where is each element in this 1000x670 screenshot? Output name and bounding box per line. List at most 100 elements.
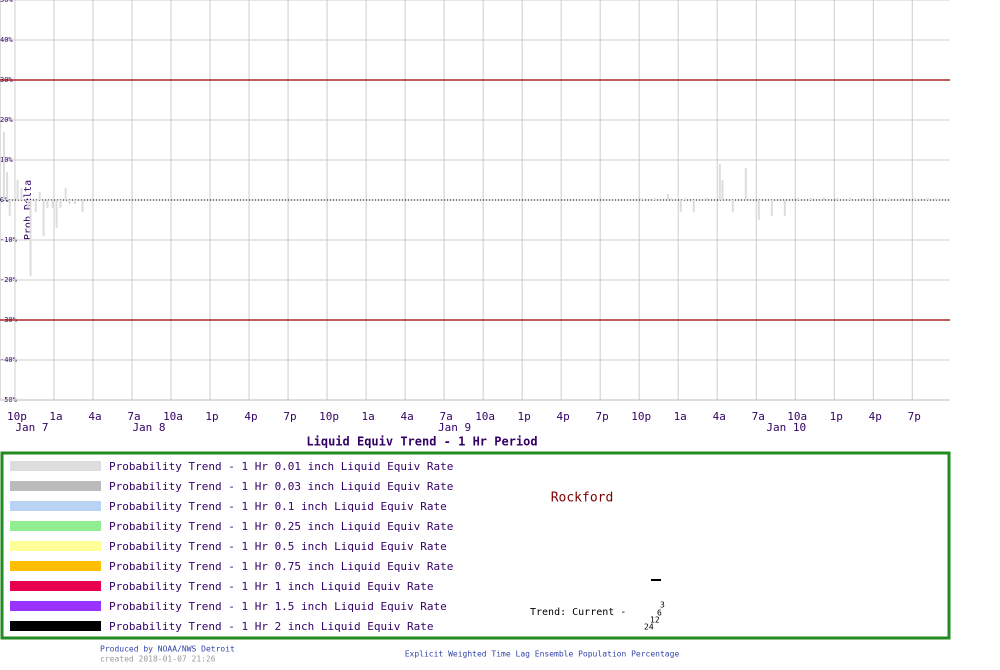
legend-label: Probability Trend - 1 Hr 0.5 inch Liquid… — [109, 540, 447, 553]
legend-swatch — [10, 541, 101, 551]
bar — [2, 132, 5, 200]
x-tick-label: 1p — [830, 410, 843, 423]
x-tick-label: 4a — [88, 410, 101, 423]
x-tick-label: 10p — [7, 410, 27, 423]
legend-swatch — [10, 521, 101, 531]
x-tick-label: 4p — [557, 410, 570, 423]
bar — [59, 200, 62, 208]
x-tick-label: 1p — [518, 410, 531, 423]
day-label: Jan 7 — [15, 421, 48, 434]
x-tick-label: 4p — [244, 410, 257, 423]
bar — [670, 198, 673, 200]
x-tick-label: 4a — [713, 410, 726, 423]
bar — [46, 200, 49, 208]
legend-label: Probability Trend - 1 Hr 0.03 inch Liqui… — [109, 480, 453, 493]
x-tick-label: 10a — [163, 410, 183, 423]
bar — [874, 198, 877, 200]
bar — [34, 200, 37, 212]
bar — [38, 192, 41, 200]
legend-label: Probability Trend - 1 Hr 2 inch Liquid E… — [109, 620, 434, 633]
day-label: Jan 10 — [766, 421, 806, 434]
bar — [835, 198, 838, 200]
bar — [653, 198, 656, 200]
bar — [848, 198, 851, 200]
x-tick-label: 1a — [674, 410, 687, 423]
y-tick-label: -10% — [0, 236, 18, 244]
bar — [721, 180, 724, 200]
legend-label: Probability Trend - 1 Hr 0.1 inch Liquid… — [109, 500, 447, 513]
legend-swatch — [10, 601, 101, 611]
bar — [934, 198, 937, 200]
y-tick-label: 50% — [0, 0, 13, 4]
bar — [55, 200, 58, 228]
bar — [64, 188, 67, 200]
legend-swatch — [10, 581, 101, 591]
x-tick-label: 1a — [49, 410, 62, 423]
bar — [16, 180, 19, 200]
legend-swatch — [10, 461, 101, 471]
trend-label: Trend: Current - — [530, 607, 626, 618]
bar — [705, 198, 708, 200]
bar — [913, 198, 916, 200]
y-tick-label: 40% — [0, 36, 13, 44]
bar — [757, 200, 760, 220]
trend-hour: 24 — [644, 623, 654, 632]
bar — [73, 200, 76, 204]
legend-swatch — [10, 561, 101, 571]
x-tick-label: 10p — [319, 410, 339, 423]
bar — [679, 200, 682, 212]
bar — [666, 194, 669, 200]
trend-hour: 3 — [660, 601, 665, 610]
bar — [796, 198, 799, 200]
x-tick-label: 4p — [869, 410, 882, 423]
bar — [81, 200, 84, 212]
x-tick-label: 7a — [127, 410, 140, 423]
bar — [8, 200, 11, 216]
dots — [651, 579, 661, 581]
bar — [51, 200, 54, 208]
bar — [900, 198, 903, 200]
x-tick-label: 7a — [752, 410, 765, 423]
legend-swatch — [10, 481, 101, 491]
bar — [770, 200, 773, 216]
x-tick-label: 7p — [596, 410, 609, 423]
legend-swatch — [10, 621, 101, 631]
legend-label: Probability Trend - 1 Hr 0.75 inch Liqui… — [109, 560, 453, 573]
legend-label: Probability Trend - 1 Hr 0.25 inch Liqui… — [109, 520, 453, 533]
bar — [29, 200, 32, 276]
y-axis-label: Prob Delta — [23, 180, 34, 240]
x-tick-label: 1a — [361, 410, 374, 423]
bar — [731, 200, 734, 212]
bar — [887, 198, 890, 200]
x-tick-label: 10a — [787, 410, 807, 423]
bar — [26, 200, 29, 208]
bar — [718, 164, 721, 200]
legend-swatch — [10, 501, 101, 511]
footer-created: created 2018-01-07 21:26 — [100, 655, 216, 664]
y-tick-label: -20% — [0, 276, 18, 284]
bar — [926, 198, 929, 200]
footer-caption: Explicit Weighted Time Lag Ensemble Popu… — [405, 650, 680, 659]
bar — [683, 198, 686, 200]
x-tick-label: 7a — [439, 410, 452, 423]
bar — [861, 198, 864, 200]
bar — [822, 198, 825, 200]
x-tick-label: 7p — [283, 410, 296, 423]
bar — [744, 168, 747, 200]
day-label: Jan 9 — [438, 421, 471, 434]
trend-hour: 6 — [657, 609, 662, 618]
y-tick-label: -40% — [0, 356, 18, 364]
x-tick-label: 10p — [631, 410, 651, 423]
chart-title: Liquid Equiv Trend - 1 Hr Period — [306, 435, 537, 449]
bar — [20, 188, 23, 200]
bar — [42, 200, 45, 236]
legend-label: Probability Trend - 1 Hr 0.01 inch Liqui… — [109, 460, 453, 473]
x-tick-label: 7p — [908, 410, 921, 423]
x-tick-label: 10a — [475, 410, 495, 423]
legend-label: Probability Trend - 1 Hr 1.5 inch Liquid… — [109, 600, 447, 613]
x-tick-label: 1p — [205, 410, 218, 423]
legend-label: Probability Trend - 1 Hr 1 inch Liquid E… — [109, 580, 434, 593]
bar — [640, 198, 643, 200]
